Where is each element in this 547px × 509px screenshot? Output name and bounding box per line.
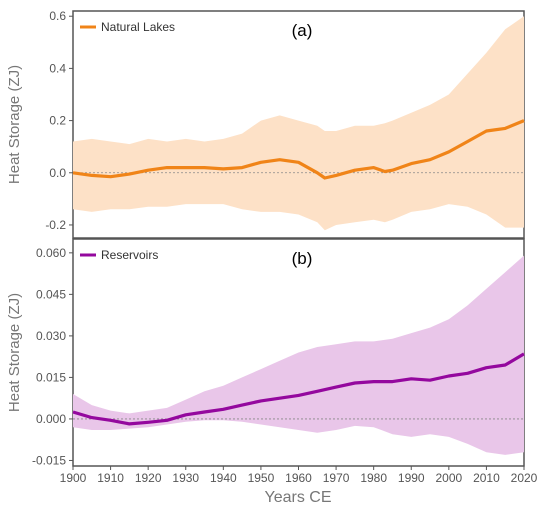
y-tick-label: -0.2 — [45, 218, 66, 232]
x-tick-label: 1970 — [323, 471, 350, 485]
y-tick-label: 0.0 — [49, 166, 66, 180]
x-tick-label: 2020 — [511, 471, 538, 485]
x-tick-label: 1900 — [60, 471, 87, 485]
panel-b-y-axis-label: Heat Storage (ZJ) — [6, 293, 23, 412]
reservoirs-uncertainty-band — [73, 255, 524, 455]
y-tick-label: -0.015 — [32, 453, 66, 467]
natural-lakes-legend-label: Natural Lakes — [101, 20, 175, 34]
x-tick-label: 1940 — [210, 471, 237, 485]
natural-lakes-uncertainty-band — [73, 16, 524, 231]
x-tick-label: 1950 — [248, 471, 275, 485]
y-tick-label: 0.060 — [36, 246, 66, 260]
x-tick-label: 2000 — [435, 471, 462, 485]
y-tick-label: 0.4 — [49, 61, 66, 75]
x-tick-label: 1910 — [97, 471, 124, 485]
reservoirs-legend-label: Reservoirs — [101, 248, 158, 262]
y-tick-label: 0.030 — [36, 329, 66, 343]
panel-b-label: (b) — [292, 249, 313, 268]
x-tick-label: 1990 — [398, 471, 425, 485]
panel-b-y-ticks: -0.015 0.000 0.015 0.030 0.045 0.060 — [32, 246, 73, 467]
y-tick-label: 0.015 — [36, 370, 66, 384]
reservoirs-line — [72, 352, 525, 426]
panel-b: -0.015 0.000 0.015 0.030 0.045 0.060 (b) Rese… — [6, 238, 525, 467]
x-tick-label: 1920 — [135, 471, 162, 485]
x-tick-label: 2010 — [473, 471, 500, 485]
x-tick-label: 1980 — [360, 471, 387, 485]
y-tick-label: 0.2 — [49, 114, 66, 128]
y-tick-label: 0.6 — [49, 9, 66, 23]
x-tick-label: 1960 — [285, 471, 312, 485]
panel-a-y-axis-label: Heat Storage (ZJ) — [6, 65, 23, 184]
x-axis-label: Years CE — [265, 489, 332, 506]
x-axis-ticks: 1900 1910 1920 1930 1940 1950 1960 1970 1980 1990… — [60, 466, 538, 485]
natural-lakes-line — [72, 119, 525, 180]
x-tick-label: 1930 — [172, 471, 199, 485]
panel-a: -0.2 0.0 0.2 0.4 0.6 (a) Natural Lakes Heat … — [6, 9, 525, 239]
panel-a-y-ticks: -0.2 0.0 0.2 0.4 0.6 — [45, 9, 73, 232]
y-tick-label: 0.045 — [36, 287, 66, 301]
panel-a-label: (a) — [292, 21, 313, 40]
y-tick-label: 0.000 — [36, 412, 66, 426]
